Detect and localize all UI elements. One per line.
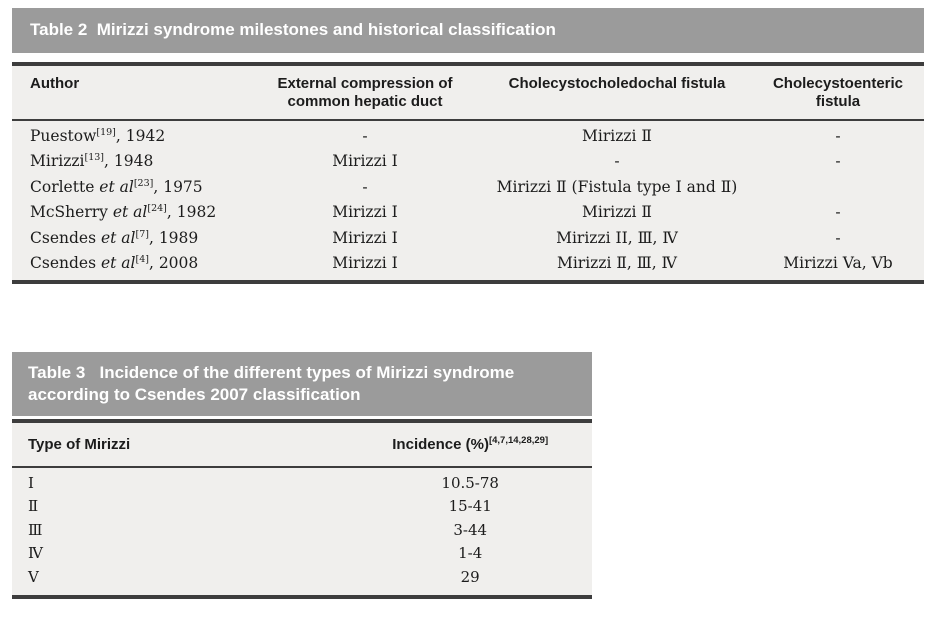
table-row: Puestow[19], 1942 - Mirizzi Ⅱ - — [12, 120, 924, 149]
author-cell: Mirizzi[13], 1948 — [12, 149, 248, 175]
table3-header-incidence: Incidence (%)[4,7,14,28,29] — [348, 423, 592, 468]
cholecystoenteric-cell: - — [752, 225, 924, 251]
cholecystocholedochal-cell: Mirizzi Ⅱ (Fistula type I and Ⅱ) — [482, 174, 752, 200]
cholecystocholedochal-cell: Mirizzi Ⅱ — [482, 120, 752, 149]
cholecystocholedochal-cell: Mirizzi Ⅱ — [482, 200, 752, 226]
cholecystoenteric-cell: Mirizzi Va, Vb — [752, 251, 924, 280]
cholecystoenteric-cell: - — [752, 149, 924, 175]
table-row: Ⅱ 15-41 — [12, 495, 592, 519]
table-row: Ⅴ 29 — [12, 565, 592, 595]
table3: Type of Mirizzi Incidence (%)[4,7,14,28,… — [12, 423, 592, 595]
compression-cell: Mirizzi I — [248, 251, 482, 280]
table3-section: Table 3 Incidence of the different types… — [12, 352, 592, 599]
table2-header-row: Author External compression of common he… — [12, 66, 924, 121]
table3-header-type: Type of Mirizzi — [12, 423, 349, 468]
author-cell: McSherry et al[24], 1982 — [12, 200, 248, 226]
reference-superscript: [24] — [147, 203, 167, 215]
table2-title-bar: Table 2 Mirizzi syndrome milestones and … — [12, 8, 924, 53]
incidence-cell: 15-41 — [348, 495, 592, 519]
reference-superscript: [23] — [133, 177, 154, 189]
cholecystocholedochal-cell: Mirizzi II, Ⅲ, Ⅳ — [482, 225, 752, 251]
type-cell: Ⅳ — [12, 542, 349, 566]
incidence-cell: 29 — [348, 565, 592, 595]
table-row: Ⅳ 1-4 — [12, 542, 592, 566]
reference-superscript: [4,7,14,28,29] — [488, 435, 549, 446]
cholecystocholedochal-cell: Mirizzi Ⅱ, Ⅲ, Ⅳ — [482, 251, 752, 280]
table2-top-rule — [12, 62, 924, 66]
reference-superscript: [7] — [135, 228, 149, 240]
table3-bottom-rule — [12, 594, 592, 599]
author-cell: Csendes et al[4], 2008 — [12, 251, 248, 280]
table3-top-rule — [12, 419, 592, 423]
table-row: Corlette et al[23], 1975 - Mirizzi Ⅱ (Fi… — [12, 174, 924, 200]
compression-cell: Mirizzi I — [248, 200, 482, 226]
table3-title-bar: Table 3 Incidence of the different types… — [12, 352, 592, 416]
reference-superscript: [13] — [84, 152, 105, 164]
type-cell: I — [12, 467, 349, 495]
author-cell: Puestow[19], 1942 — [12, 120, 248, 149]
author-cell: Corlette et al[23], 1975 — [12, 174, 248, 200]
incidence-cell: 3-44 — [348, 518, 592, 542]
table2-bottom-rule — [12, 280, 924, 284]
cholecystoenteric-cell: - — [752, 120, 924, 149]
type-cell: Ⅱ — [12, 495, 349, 519]
type-cell: Ⅴ — [12, 565, 349, 595]
author-cell: Csendes et al[7], 1989 — [12, 225, 248, 251]
incidence-cell: 10.5-78 — [348, 467, 592, 495]
table3-header-row: Type of Mirizzi Incidence (%)[4,7,14,28,… — [12, 423, 592, 468]
compression-cell: - — [248, 120, 482, 149]
compression-cell: Mirizzi I — [248, 149, 482, 175]
table2-header-cholecystoenteric: Cholecystoenteric fistula — [752, 66, 924, 121]
table2-header-author: Author — [12, 66, 248, 121]
incidence-cell: 1-4 — [348, 542, 592, 566]
table2-section: Table 2 Mirizzi syndrome milestones and … — [12, 8, 924, 284]
table-row: McSherry et al[24], 1982 Mirizzi I Miriz… — [12, 200, 924, 226]
table2-header-compression: External compression of common hepatic d… — [248, 66, 482, 121]
type-cell: Ⅲ — [12, 518, 349, 542]
reference-superscript: [19] — [96, 126, 116, 138]
table-row: Csendes et al[4], 2008 Mirizzi I Mirizzi… — [12, 251, 924, 280]
table-row: Mirizzi[13], 1948 Mirizzi I - - — [12, 149, 924, 175]
compression-cell: Mirizzi I — [248, 225, 482, 251]
reference-superscript: [4] — [135, 253, 149, 265]
table2: Author External compression of common he… — [12, 66, 924, 280]
cholecystoenteric-cell — [752, 174, 924, 200]
cholecystoenteric-cell: - — [752, 200, 924, 226]
table-row: Ⅲ 3-44 — [12, 518, 592, 542]
compression-cell: - — [248, 174, 482, 200]
table2-header-cholecystocholedochal: Cholecystocholedochal fistula — [482, 66, 752, 121]
table-row: I 10.5-78 — [12, 467, 592, 495]
table-row: Csendes et al[7], 1989 Mirizzi I Mirizzi… — [12, 225, 924, 251]
cholecystocholedochal-cell: - — [482, 149, 752, 175]
